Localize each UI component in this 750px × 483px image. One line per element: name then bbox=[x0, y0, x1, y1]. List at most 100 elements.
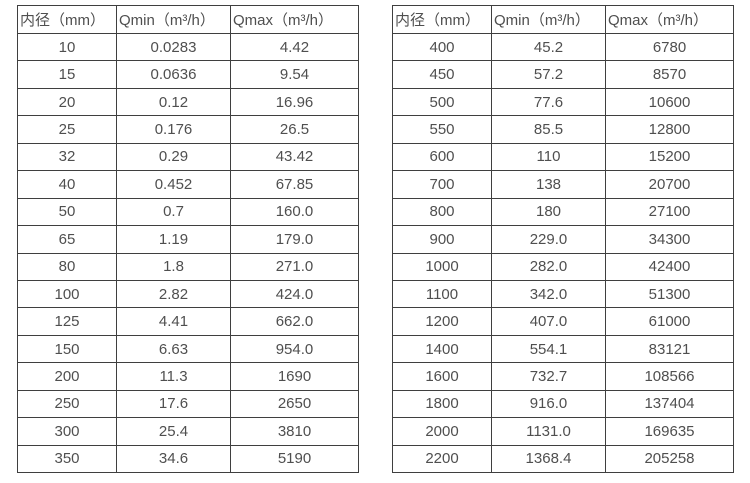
column-header: Qmax（m³/h） bbox=[605, 5, 734, 34]
table-row: 80 1.8 271.0 bbox=[17, 252, 359, 281]
table-row: 2200 1368.4 205258 bbox=[392, 444, 734, 474]
table-row: 32 0.29 43.42 bbox=[17, 142, 359, 172]
table-cell: 10600 bbox=[605, 87, 734, 117]
table-row: 100 2.82 424.0 bbox=[17, 279, 359, 309]
table-cell: 732.7 bbox=[491, 362, 606, 391]
table-row: 400 45.2 6780 bbox=[392, 32, 734, 62]
table-row: 1800 916.0 137404 bbox=[392, 389, 734, 419]
table-cell: 600 bbox=[392, 142, 492, 172]
table-row: 150 6.63 954.0 bbox=[17, 334, 359, 364]
table-cell: 85.5 bbox=[491, 115, 606, 144]
table-cell: 32 bbox=[17, 142, 117, 172]
table-row: 15 0.0636 9.54 bbox=[17, 60, 359, 89]
table-cell: 1800 bbox=[392, 389, 492, 419]
table-row: 2000 1131.0 169635 bbox=[392, 417, 734, 446]
table-cell: 0.452 bbox=[116, 170, 231, 199]
table-cell: 1368.4 bbox=[491, 444, 606, 474]
table-row: 50 0.7 160.0 bbox=[17, 197, 359, 227]
table-cell: 500 bbox=[392, 87, 492, 117]
table-row: 450 57.2 8570 bbox=[392, 60, 734, 89]
header-row: 内径（mm） Qmin（m³/h） Qmax（m³/h） bbox=[392, 5, 734, 34]
table-cell: 1400 bbox=[392, 334, 492, 364]
table-cell: 10 bbox=[17, 32, 117, 62]
table-cell: 12800 bbox=[605, 115, 734, 144]
column-header: Qmin（m³/h） bbox=[491, 5, 606, 34]
table-cell: 50 bbox=[17, 197, 117, 227]
table-row: 200 11.3 1690 bbox=[17, 362, 359, 391]
table-cell: 0.0636 bbox=[116, 60, 231, 89]
table-cell: 20 bbox=[17, 87, 117, 117]
header-row: 内径（mm） Qmin（m³/h） Qmax（m³/h） bbox=[17, 5, 359, 34]
table-cell: 407.0 bbox=[491, 307, 606, 336]
table-cell: 16.96 bbox=[230, 87, 359, 117]
table-cell: 0.29 bbox=[116, 142, 231, 172]
table-cell: 1690 bbox=[230, 362, 359, 391]
table-row: 250 17.6 2650 bbox=[17, 389, 359, 419]
table-cell: 2650 bbox=[230, 389, 359, 419]
table-row: 600 110 15200 bbox=[392, 142, 734, 172]
table-cell: 4.41 bbox=[116, 307, 231, 336]
table-row: 550 85.5 12800 bbox=[392, 115, 734, 144]
table-cell: 250 bbox=[17, 389, 117, 419]
table-cell: 6.63 bbox=[116, 334, 231, 364]
table-cell: 282.0 bbox=[491, 252, 606, 281]
diameter-flow-table-large: 内径（mm） Qmin（m³/h） Qmax（m³/h） 400 45.2 6780 450… bbox=[392, 5, 734, 474]
table-cell: 450 bbox=[392, 60, 492, 89]
table-cell: 20700 bbox=[605, 170, 734, 199]
table-cell: 3810 bbox=[230, 417, 359, 446]
table-cell: 125 bbox=[17, 307, 117, 336]
table-row: 65 1.19 179.0 bbox=[17, 225, 359, 254]
table-cell: 0.0283 bbox=[116, 32, 231, 62]
table-cell: 0.176 bbox=[116, 115, 231, 144]
table-cell: 77.6 bbox=[491, 87, 606, 117]
table-cell: 169635 bbox=[605, 417, 734, 446]
table-row: 125 4.41 662.0 bbox=[17, 307, 359, 336]
table-cell: 138 bbox=[491, 170, 606, 199]
table-row: 1000 282.0 42400 bbox=[392, 252, 734, 281]
table-cell: 342.0 bbox=[491, 279, 606, 309]
table-cell: 45.2 bbox=[491, 32, 606, 62]
table-cell: 80 bbox=[17, 252, 117, 281]
table-cell: 400 bbox=[392, 32, 492, 62]
table-cell: 200 bbox=[17, 362, 117, 391]
column-header: 内径（mm） bbox=[17, 5, 117, 34]
table-cell: 61000 bbox=[605, 307, 734, 336]
column-header: Qmax（m³/h） bbox=[230, 5, 359, 34]
table-cell: 150 bbox=[17, 334, 117, 364]
table-cell: 424.0 bbox=[230, 279, 359, 309]
table-cell: 51300 bbox=[605, 279, 734, 309]
table-cell: 179.0 bbox=[230, 225, 359, 254]
table-cell: 34.6 bbox=[116, 444, 231, 474]
table-row: 1600 732.7 108566 bbox=[392, 362, 734, 391]
table-cell: 42400 bbox=[605, 252, 734, 281]
table-cell: 11.3 bbox=[116, 362, 231, 391]
table-row: 300 25.4 3810 bbox=[17, 417, 359, 446]
table-cell: 25.4 bbox=[116, 417, 231, 446]
table-row: 1200 407.0 61000 bbox=[392, 307, 734, 336]
table-cell: 2000 bbox=[392, 417, 492, 446]
table-cell: 100 bbox=[17, 279, 117, 309]
table-cell: 1000 bbox=[392, 252, 492, 281]
table-cell: 954.0 bbox=[230, 334, 359, 364]
table-cell: 700 bbox=[392, 170, 492, 199]
table-cell: 9.54 bbox=[230, 60, 359, 89]
table-cell: 26.5 bbox=[230, 115, 359, 144]
table-cell: 83121 bbox=[605, 334, 734, 364]
table-row: 700 138 20700 bbox=[392, 170, 734, 199]
table-cell: 15 bbox=[17, 60, 117, 89]
table-cell: 0.7 bbox=[116, 197, 231, 227]
table-cell: 65 bbox=[17, 225, 117, 254]
table-cell: 1.19 bbox=[116, 225, 231, 254]
table-cell: 160.0 bbox=[230, 197, 359, 227]
table-cell: 205258 bbox=[605, 444, 734, 474]
table-row: 1100 342.0 51300 bbox=[392, 279, 734, 309]
table-cell: 916.0 bbox=[491, 389, 606, 419]
table-row: 10 0.0283 4.42 bbox=[17, 32, 359, 62]
table-row: 20 0.12 16.96 bbox=[17, 87, 359, 117]
table-cell: 108566 bbox=[605, 362, 734, 391]
table-cell: 4.42 bbox=[230, 32, 359, 62]
table-row: 800 180 27100 bbox=[392, 197, 734, 227]
table-cell: 34300 bbox=[605, 225, 734, 254]
table-cell: 6780 bbox=[605, 32, 734, 62]
